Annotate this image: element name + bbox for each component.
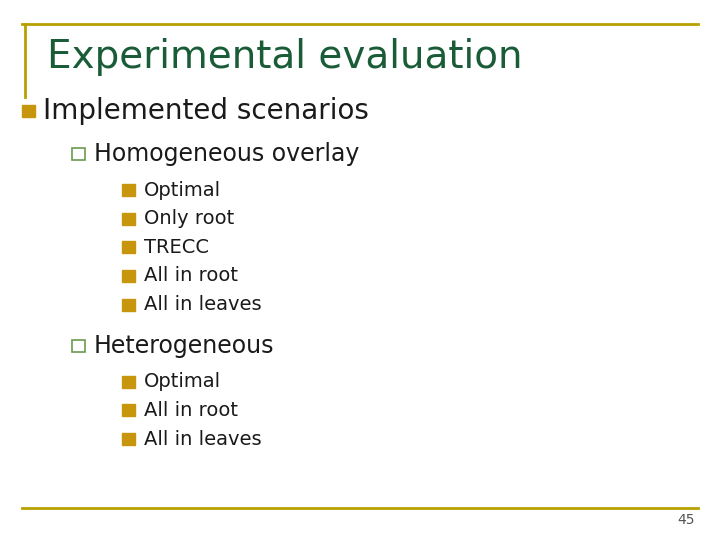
Text: 45: 45 — [678, 512, 695, 526]
Bar — [22, 105, 35, 117]
Bar — [122, 213, 135, 225]
Bar — [72, 340, 85, 352]
Text: All in root: All in root — [144, 401, 238, 420]
Bar — [122, 433, 135, 445]
Text: TRECC: TRECC — [144, 238, 209, 257]
Bar — [122, 241, 135, 253]
Text: Experimental evaluation: Experimental evaluation — [47, 38, 522, 76]
Text: All in leaves: All in leaves — [144, 429, 261, 449]
Bar — [122, 404, 135, 416]
Text: All in leaves: All in leaves — [144, 295, 261, 314]
Text: Homogeneous overlay: Homogeneous overlay — [94, 142, 359, 166]
Bar — [122, 299, 135, 310]
Bar — [122, 270, 135, 282]
Bar — [122, 376, 135, 388]
Text: Heterogeneous: Heterogeneous — [94, 334, 274, 357]
Text: Only root: Only root — [144, 209, 234, 228]
Text: Implemented scenarios: Implemented scenarios — [43, 97, 369, 125]
Text: Optimal: Optimal — [144, 180, 221, 200]
Text: All in root: All in root — [144, 266, 238, 286]
Text: Optimal: Optimal — [144, 372, 221, 391]
Bar — [72, 148, 85, 160]
Bar — [122, 184, 135, 196]
